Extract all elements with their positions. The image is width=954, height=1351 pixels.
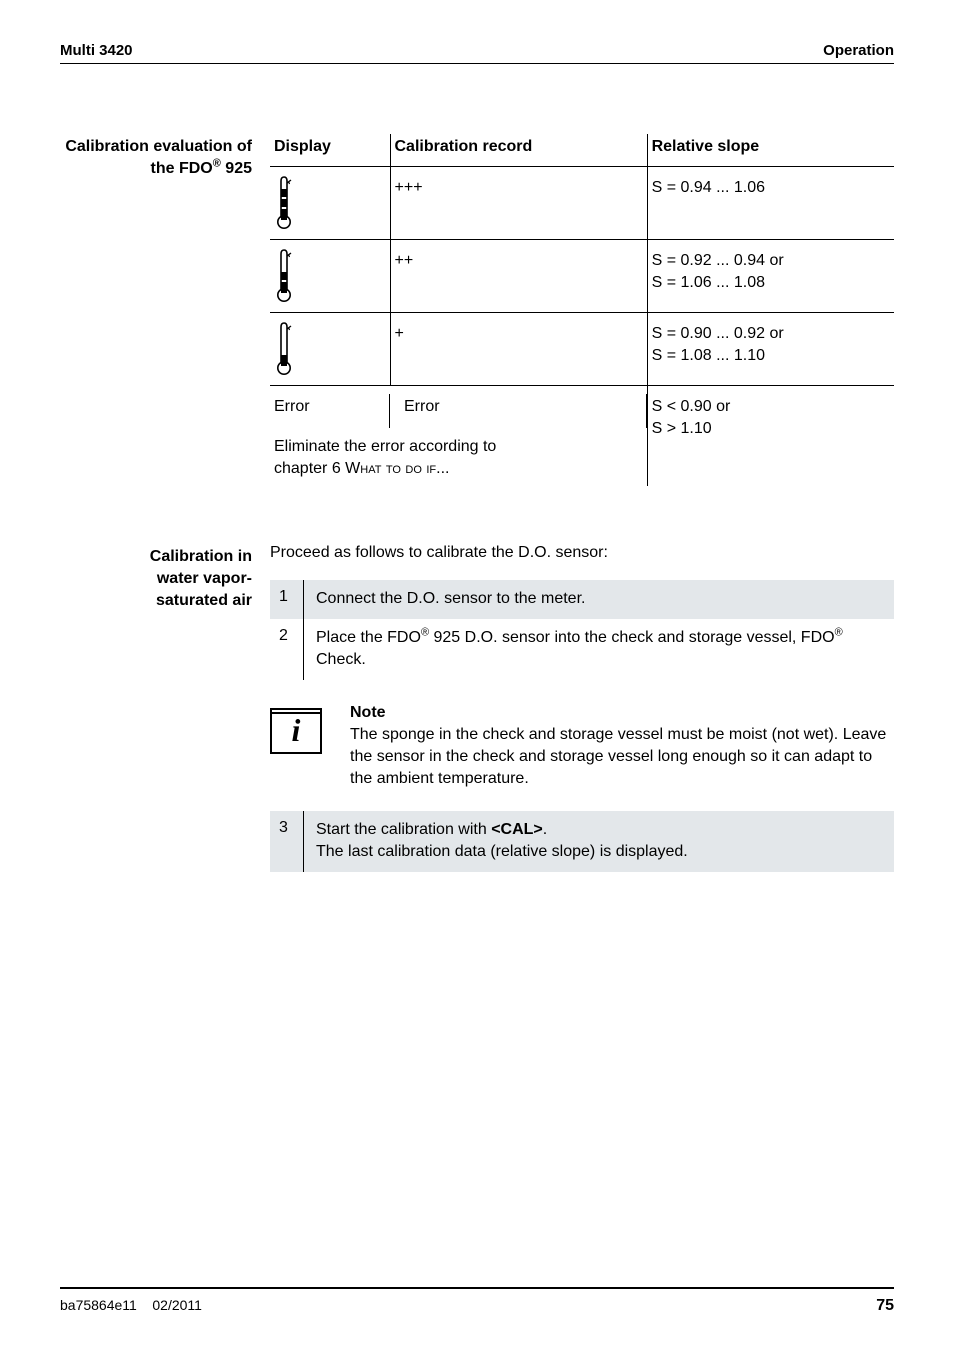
- display-cell: ErrorErrorEliminate the error according …: [270, 386, 647, 487]
- display-cell: [270, 240, 390, 313]
- record-cell: ++: [390, 240, 647, 313]
- record-cell: +: [390, 313, 647, 386]
- step-number: 3: [270, 811, 304, 872]
- step-row: 2Place the FDO® 925 D.O. sensor into the…: [270, 619, 894, 680]
- step-number: 1: [270, 580, 304, 618]
- side-label-calibration-evaluation: Calibration evaluation of the FDO® 925: [60, 134, 270, 179]
- slope-cell: S = 0.92 ... 0.94 orS = 1.06 ... 1.08: [647, 240, 894, 313]
- step-row: 3 Start the calibration with <CAL>. The …: [270, 811, 894, 872]
- th-slope: Relative slope: [647, 134, 894, 167]
- info-icon: i: [270, 708, 322, 754]
- step-text: Start the calibration with <CAL>. The la…: [304, 811, 894, 872]
- page-footer: ba75864e11 02/2011 75: [60, 1287, 894, 1315]
- table-row: ++S = 0.92 ... 0.94 orS = 1.06 ... 1.08: [270, 240, 894, 313]
- header-left: Multi 3420: [60, 42, 133, 59]
- slope-cell: S = 0.94 ... 1.06: [647, 167, 894, 240]
- step-text: Connect the D.O. sensor to the meter.: [304, 580, 894, 618]
- slope-cell: S < 0.90 orS > 1.10: [647, 386, 894, 487]
- step-row: 1Connect the D.O. sensor to the meter.: [270, 580, 894, 618]
- th-display: Display: [270, 134, 390, 167]
- side-label-calibration-in-air: Calibration in water vapor- saturated ai…: [60, 544, 270, 611]
- note-body: Note The sponge in the check and storage…: [350, 704, 894, 791]
- step-text: Place the FDO® 925 D.O. sensor into the …: [304, 619, 894, 680]
- intro-text: Proceed as follows to calibrate the D.O.…: [270, 544, 894, 562]
- table-row: +++S = 0.94 ... 1.06: [270, 167, 894, 240]
- calibration-table: Display Calibration record Relative slop…: [270, 134, 894, 486]
- display-cell: [270, 313, 390, 386]
- header-right: Operation: [823, 42, 894, 59]
- slope-cell: S = 0.90 ... 0.92 orS = 1.08 ... 1.10: [647, 313, 894, 386]
- th-record: Calibration record: [390, 134, 647, 167]
- step-number: 2: [270, 619, 304, 680]
- record-cell: +++: [390, 167, 647, 240]
- table-row: +S = 0.90 ... 0.92 orS = 1.08 ... 1.10: [270, 313, 894, 386]
- table-row: ErrorErrorEliminate the error according …: [270, 386, 894, 487]
- header-rule: [60, 63, 894, 64]
- display-cell: [270, 167, 390, 240]
